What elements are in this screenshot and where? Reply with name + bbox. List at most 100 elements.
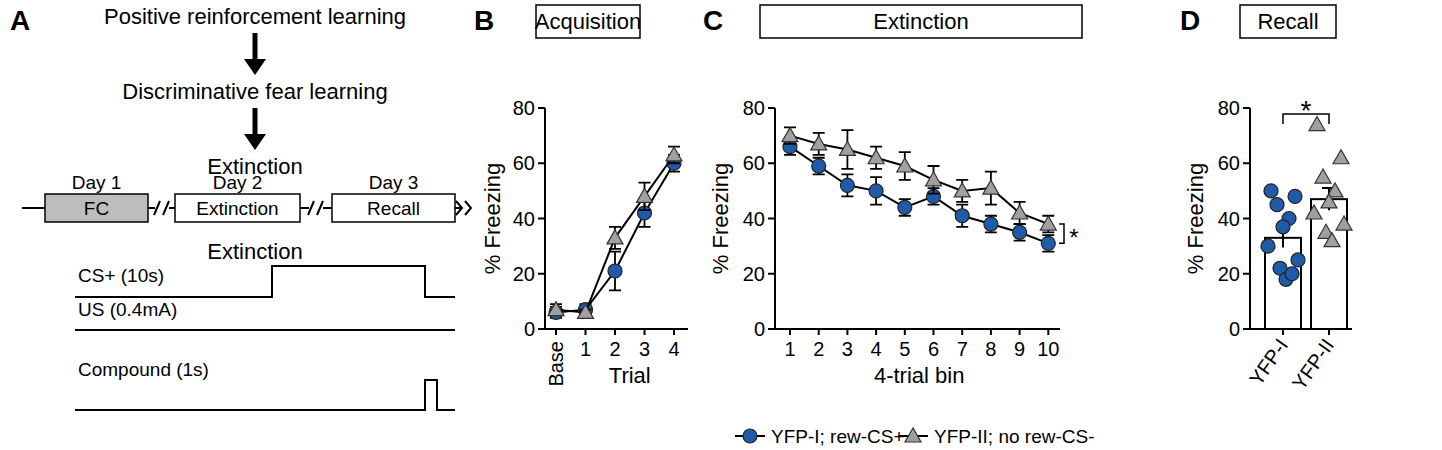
error-bar <box>813 158 825 175</box>
trace-label: Compound (1s) <box>78 359 209 380</box>
x-tick-label: 3 <box>639 338 650 360</box>
arrow <box>253 33 258 63</box>
panel-label: D <box>1180 5 1200 36</box>
x-tick-label: 3 <box>842 338 853 360</box>
break <box>154 201 160 215</box>
x-tick <box>1019 329 1021 335</box>
y-tick-label: 60 <box>743 152 765 174</box>
x-tick <box>1328 329 1330 335</box>
day-label: Day 2 <box>213 172 263 193</box>
day-box <box>332 194 455 222</box>
error-bar <box>1042 235 1054 252</box>
data-point <box>1013 225 1027 239</box>
x-tick-label: 6 <box>928 338 939 360</box>
title-box <box>1240 5 1336 38</box>
x-tick-label: 10 <box>1037 338 1059 360</box>
data-point <box>926 172 942 186</box>
x-tick <box>789 329 791 335</box>
x-tick <box>875 329 877 335</box>
data-point <box>812 159 826 173</box>
protocol-title: Extinction <box>207 239 302 264</box>
y-tick-label: 0 <box>754 318 765 340</box>
x-tick-label: 2 <box>813 338 824 360</box>
x-tick-label: 4 <box>871 338 882 360</box>
data-point <box>898 200 912 214</box>
panel-label: B <box>474 5 494 36</box>
day-box <box>175 194 300 222</box>
x-tick <box>555 329 557 335</box>
day-box <box>45 194 148 222</box>
timeline-arrow <box>465 201 471 215</box>
trace <box>75 329 455 331</box>
x-axis <box>545 328 688 330</box>
break <box>163 201 169 215</box>
chart-title: Acquisition <box>535 9 641 34</box>
arrow <box>253 108 258 138</box>
y-tick <box>1243 328 1250 330</box>
y-tick-label: 60 <box>1218 152 1240 174</box>
x-axis-label: Trial <box>609 363 651 388</box>
y-tick-label: 20 <box>513 263 535 285</box>
figure: A B C D Positive reinforcement learning Discr… <box>0 0 1442 450</box>
day-session: FC <box>84 198 109 219</box>
data-point <box>1270 198 1284 212</box>
significance-bracket <box>1059 224 1064 243</box>
x-tick-label: Base <box>545 341 567 387</box>
y-tick <box>1243 218 1250 220</box>
timeline-arrow <box>456 201 462 215</box>
title-box <box>760 5 1082 38</box>
y-tick-label: 60 <box>513 152 535 174</box>
data-point <box>840 178 854 192</box>
series-line <box>556 163 674 312</box>
panel-label: C <box>703 5 723 36</box>
data-point <box>1040 216 1056 230</box>
data-point <box>1333 150 1349 164</box>
break <box>308 201 314 215</box>
data-point <box>869 184 883 198</box>
y-tick-label: 80 <box>513 97 535 119</box>
y-tick-label: 20 <box>743 263 765 285</box>
y-tick <box>1243 107 1250 109</box>
y-tick <box>538 162 545 164</box>
day-session: Extinction <box>196 198 278 219</box>
series-line <box>556 155 674 312</box>
data-point <box>607 230 623 244</box>
step-text: Positive reinforcement learning <box>104 4 406 29</box>
x-tick-label: 8 <box>985 338 996 360</box>
y-tick-label: 40 <box>743 208 765 230</box>
y-tick <box>538 107 545 109</box>
data-point <box>548 302 564 316</box>
x-tick-label: 7 <box>957 338 968 360</box>
error-bar <box>841 174 853 196</box>
step-text: Discriminative fear learning <box>122 79 387 104</box>
y-tick <box>768 107 775 109</box>
x-tick <box>846 329 848 335</box>
plot-area <box>1261 117 1352 329</box>
y-tick <box>538 328 545 330</box>
panel-label: A <box>10 5 30 36</box>
data-point <box>1264 184 1278 198</box>
error-bar <box>1014 224 1026 241</box>
x-tick <box>614 329 616 335</box>
x-tick <box>990 329 992 335</box>
y-axis-label: % Freezing <box>708 163 733 274</box>
y-tick-label: 80 <box>743 97 765 119</box>
significance-star: * <box>1069 224 1078 251</box>
day-label: Day 1 <box>72 172 122 193</box>
error-bar <box>956 205 968 227</box>
x-tick <box>904 329 906 335</box>
y-axis-label: % Freezing <box>480 163 505 274</box>
chart-title: Recall <box>1257 9 1318 34</box>
data-point <box>782 128 798 142</box>
x-tick <box>1047 329 1049 335</box>
trace <box>75 380 455 410</box>
data-point <box>955 209 969 223</box>
legend-label: YFP-II; no rew-CS- <box>934 426 1094 447</box>
legend-marker <box>743 429 757 443</box>
data-point <box>1261 239 1275 253</box>
data-point <box>1291 253 1305 267</box>
x-tick <box>644 329 646 335</box>
legend-marker <box>905 428 921 442</box>
trace-label: CS+ (10s) <box>78 265 164 286</box>
plot-area <box>548 147 682 320</box>
